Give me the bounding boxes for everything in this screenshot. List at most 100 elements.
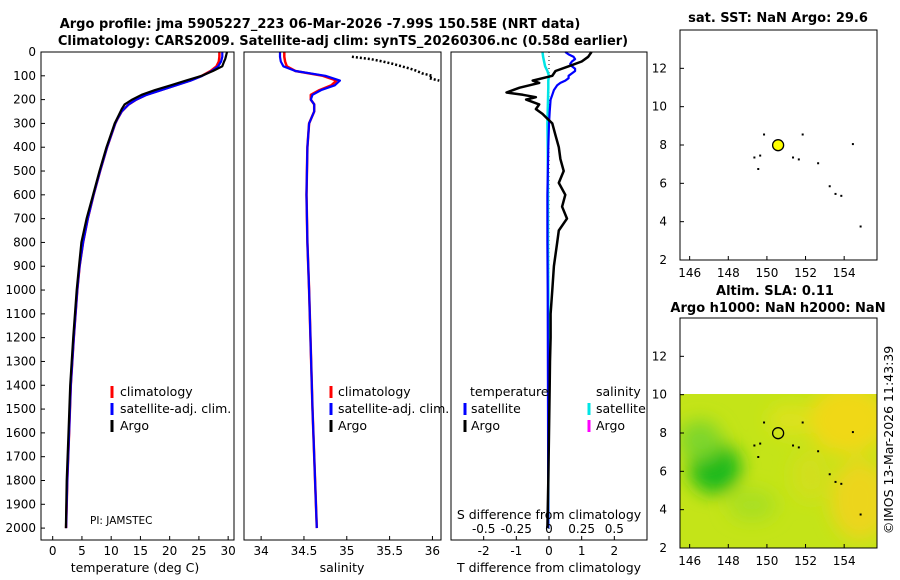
sst-map-y-tick-label: 10 — [652, 100, 667, 114]
legend-argo-label: Argo — [120, 418, 149, 433]
sla-map-x-tick-label: 150 — [755, 554, 778, 568]
depth-tick-label: 900 — [13, 259, 36, 273]
sst-map-island — [759, 154, 762, 157]
temperature-x-tick-label: 30 — [221, 544, 236, 558]
depth-tick-label: 1900 — [5, 497, 36, 511]
depth-tick-label: 200 — [13, 93, 36, 107]
sla-map-island — [851, 431, 854, 434]
temperature-satellite-line — [65, 52, 224, 529]
sst-map-y-tick-label: 4 — [659, 215, 667, 229]
sst-map-x-tick-label: 154 — [833, 266, 856, 280]
legend-s-satellite-label: satellite — [596, 401, 646, 416]
s-difference-tick-label: -0.5 — [472, 522, 495, 536]
sla-map-island — [792, 444, 795, 447]
legend-t-satellite-label: satellite — [471, 401, 521, 416]
salinity-axes — [243, 51, 442, 541]
pi-label: PI: JAMSTEC — [90, 515, 153, 527]
legend-t-argo-label: Argo — [471, 418, 500, 433]
sla-map-island — [828, 473, 831, 476]
depth-tick-label: 1500 — [5, 402, 36, 416]
sla-map-island — [797, 446, 800, 449]
salinity-legend: climatology satellite-adj. clim. Argo — [329, 384, 449, 433]
temperature-x-tick-label: 0 — [49, 544, 57, 558]
sst-map-y-tick-label: 2 — [659, 253, 667, 267]
sla-map-island — [763, 421, 766, 424]
depth-tick-label: 1100 — [5, 307, 36, 321]
sst-map-island — [840, 194, 843, 197]
figure-title-line2: Climatology: CARS2009. Satellite-adj cli… — [58, 34, 628, 49]
sla-map-island — [817, 450, 820, 453]
depth-tick-label: 1400 — [5, 378, 36, 392]
s-difference-tick-label: 0.25 — [568, 522, 595, 536]
difference-x-tick-label: -1 — [510, 544, 522, 558]
sla-map-island — [759, 442, 762, 445]
sst-map-island — [801, 133, 804, 136]
sst-map-island — [828, 185, 831, 188]
sst-map-island — [834, 192, 837, 195]
sst-map-x-tick-label: 146 — [678, 266, 701, 280]
sla-map-y-tick-label: 4 — [659, 503, 667, 517]
depth-tick-label: 1000 — [5, 283, 36, 297]
sla-map-y-tick-label: 12 — [652, 349, 667, 363]
sla-map-argo-marker — [771, 427, 785, 440]
sst-map-island — [753, 156, 756, 159]
difference-x-tick-label: 0 — [545, 544, 553, 558]
sst-map-title: sat. SST: NaN Argo: 29.6 — [688, 11, 868, 26]
sla-map-island — [801, 421, 804, 424]
temperature-x-tick-label: 20 — [162, 544, 177, 558]
sla-map-y-tick-label: 2 — [659, 541, 667, 555]
depth-tick-label: 800 — [13, 235, 36, 249]
depth-tick-label: 0 — [28, 45, 36, 59]
sst-map-x-tick-label: 150 — [755, 266, 778, 280]
difference-x-tick-label: 2 — [611, 544, 619, 558]
depth-tick-label: 400 — [13, 140, 36, 154]
sst-map-island — [792, 156, 795, 159]
legend-salinity-title: salinity — [596, 384, 641, 399]
difference-legend: temperature salinity satellite Argo sate… — [463, 384, 646, 433]
temperature-climatology-line — [64, 52, 221, 529]
salinity-x-tick-label: 35 — [339, 544, 354, 558]
sst-map-panel: sat. SST: NaN Argo: 29.6 146 148 150 152 154… — [652, 11, 878, 280]
sla-map-x-tick-label: 148 — [717, 554, 740, 568]
s-difference-xlabel: S difference from climatology — [457, 507, 642, 522]
figure-title-line1: Argo profile: jma 5905227_223 06-Mar-202… — [60, 17, 581, 32]
salinity-satellite-line — [278, 52, 341, 529]
temperature-difference-satellite-line — [546, 51, 577, 529]
sla-map-island — [753, 444, 756, 447]
sst-map-x-tick-label: 148 — [717, 266, 740, 280]
temperature-argo-line — [64, 51, 229, 529]
depth-tick-label: 600 — [13, 188, 36, 202]
depth-tick-label: 1200 — [5, 331, 36, 345]
sla-map-y-tick-label: 10 — [652, 388, 667, 402]
legend-satellite-label: satellite-adj. clim. — [120, 401, 231, 416]
imos-credit: ©IMOS 13-Mar-2026 11:43:39 — [881, 346, 896, 534]
depth-tick-label: 300 — [13, 116, 36, 130]
sst-map-y-tick-label: 6 — [659, 176, 667, 190]
temperature-x-tick-label: 5 — [78, 544, 86, 558]
salinity-x-tick-label: 34 — [253, 544, 268, 558]
sst-map-island — [851, 143, 854, 146]
difference-panel: -2 -1 0 1 2 -0.5 -0.25 0 0.25 0.5 S difference fr… — [450, 51, 648, 575]
sst-map-y-tick-label: 12 — [652, 61, 667, 75]
depth-tick-label: 100 — [13, 69, 36, 83]
salinity-x-tick-label: 35.5 — [376, 544, 403, 558]
sla-map-y-tick-label: 8 — [659, 426, 667, 440]
depth-tick-label: 1300 — [5, 354, 36, 368]
sla-heatmap — [680, 394, 877, 548]
salinity-climatology-line — [283, 52, 338, 529]
s-difference-tick-label: 0.5 — [605, 522, 624, 536]
sla-map-y-tick-label: 6 — [659, 464, 667, 478]
temperature-legend: climatology satellite-adj. clim. Argo — [110, 384, 231, 433]
temperature-difference-argo-line — [505, 51, 593, 529]
sst-map-x-tick-label: 152 — [794, 266, 817, 280]
depth-tick-label: 500 — [13, 164, 36, 178]
temperature-xlabel: temperature (deg C) — [71, 560, 200, 575]
s-difference-tick-label: 0 — [545, 522, 553, 536]
sst-map-island — [859, 225, 862, 228]
legend-climatology-label: climatology — [120, 384, 193, 399]
sla-map-title-line1: Altim. SLA: 0.11 — [716, 284, 834, 299]
temperature-axes — [40, 51, 235, 541]
t-difference-xlabel: T difference from climatology — [456, 560, 642, 575]
depth-tick-label: 1600 — [5, 426, 36, 440]
sla-map-x-tick-label: 154 — [833, 554, 856, 568]
